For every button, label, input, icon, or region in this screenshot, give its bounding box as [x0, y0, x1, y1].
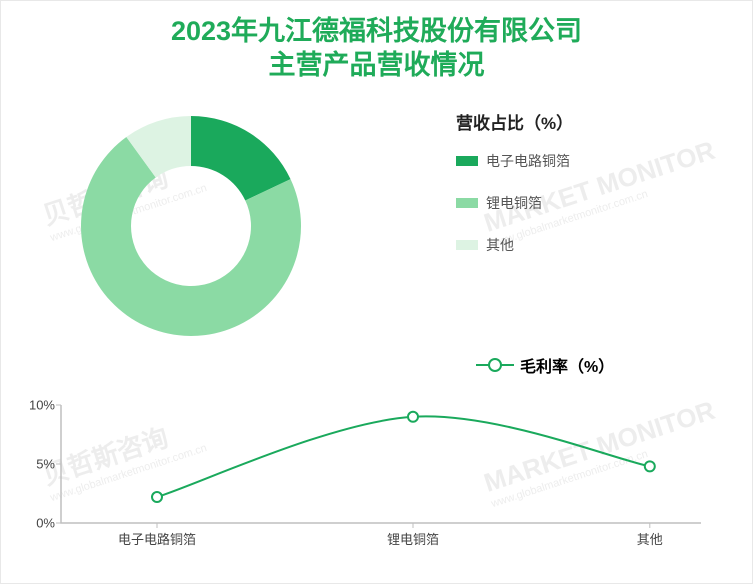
line-legend: 毛利率（%） — [476, 353, 614, 377]
chart-title-line1: 2023年九江德福科技股份有限公司 — [1, 15, 752, 49]
line-legend-label: 毛利率（%） — [520, 353, 614, 377]
legend-item: 电子电路铜箔 — [456, 151, 570, 171]
legend-label: 锂电铜箔 — [486, 193, 542, 213]
legend-item: 锂电铜箔 — [456, 193, 570, 213]
x-tick-label: 其他 — [637, 529, 663, 548]
donut-legend: 电子电路铜箔锂电铜箔其他 — [456, 151, 570, 277]
line-legend-marker — [476, 358, 514, 372]
donut-svg — [71, 106, 311, 346]
line-marker — [408, 412, 418, 422]
donut-chart — [71, 106, 311, 346]
line-series — [157, 416, 650, 497]
legend-swatch — [456, 198, 478, 208]
chart-container: 贝哲斯咨询 www.globalmarketmonitor.com.cn MAR… — [0, 0, 753, 584]
chart-title-line2: 主营产品营收情况 — [1, 49, 752, 83]
legend-label: 其他 — [486, 235, 514, 255]
y-tick-label: 0% — [36, 516, 55, 531]
x-tick-label: 锂电铜箔 — [387, 529, 439, 548]
y-tick-label: 10% — [29, 398, 55, 413]
axis — [61, 405, 701, 523]
x-tick-label: 电子电路铜箔 — [118, 529, 196, 548]
legend-swatch — [456, 156, 478, 166]
chart-title: 2023年九江德福科技股份有限公司 主营产品营收情况 — [1, 1, 752, 83]
donut-legend-title: 营收占比（%） — [456, 109, 573, 134]
line-marker — [152, 492, 162, 502]
line-marker — [645, 461, 655, 471]
line-chart: 0%5%10%电子电路铜箔锂电铜箔其他 — [61, 405, 701, 565]
y-tick-label: 5% — [36, 457, 55, 472]
legend-swatch — [456, 240, 478, 250]
legend-item: 其他 — [456, 235, 570, 255]
legend-label: 电子电路铜箔 — [486, 151, 570, 171]
line-svg — [61, 405, 701, 525]
